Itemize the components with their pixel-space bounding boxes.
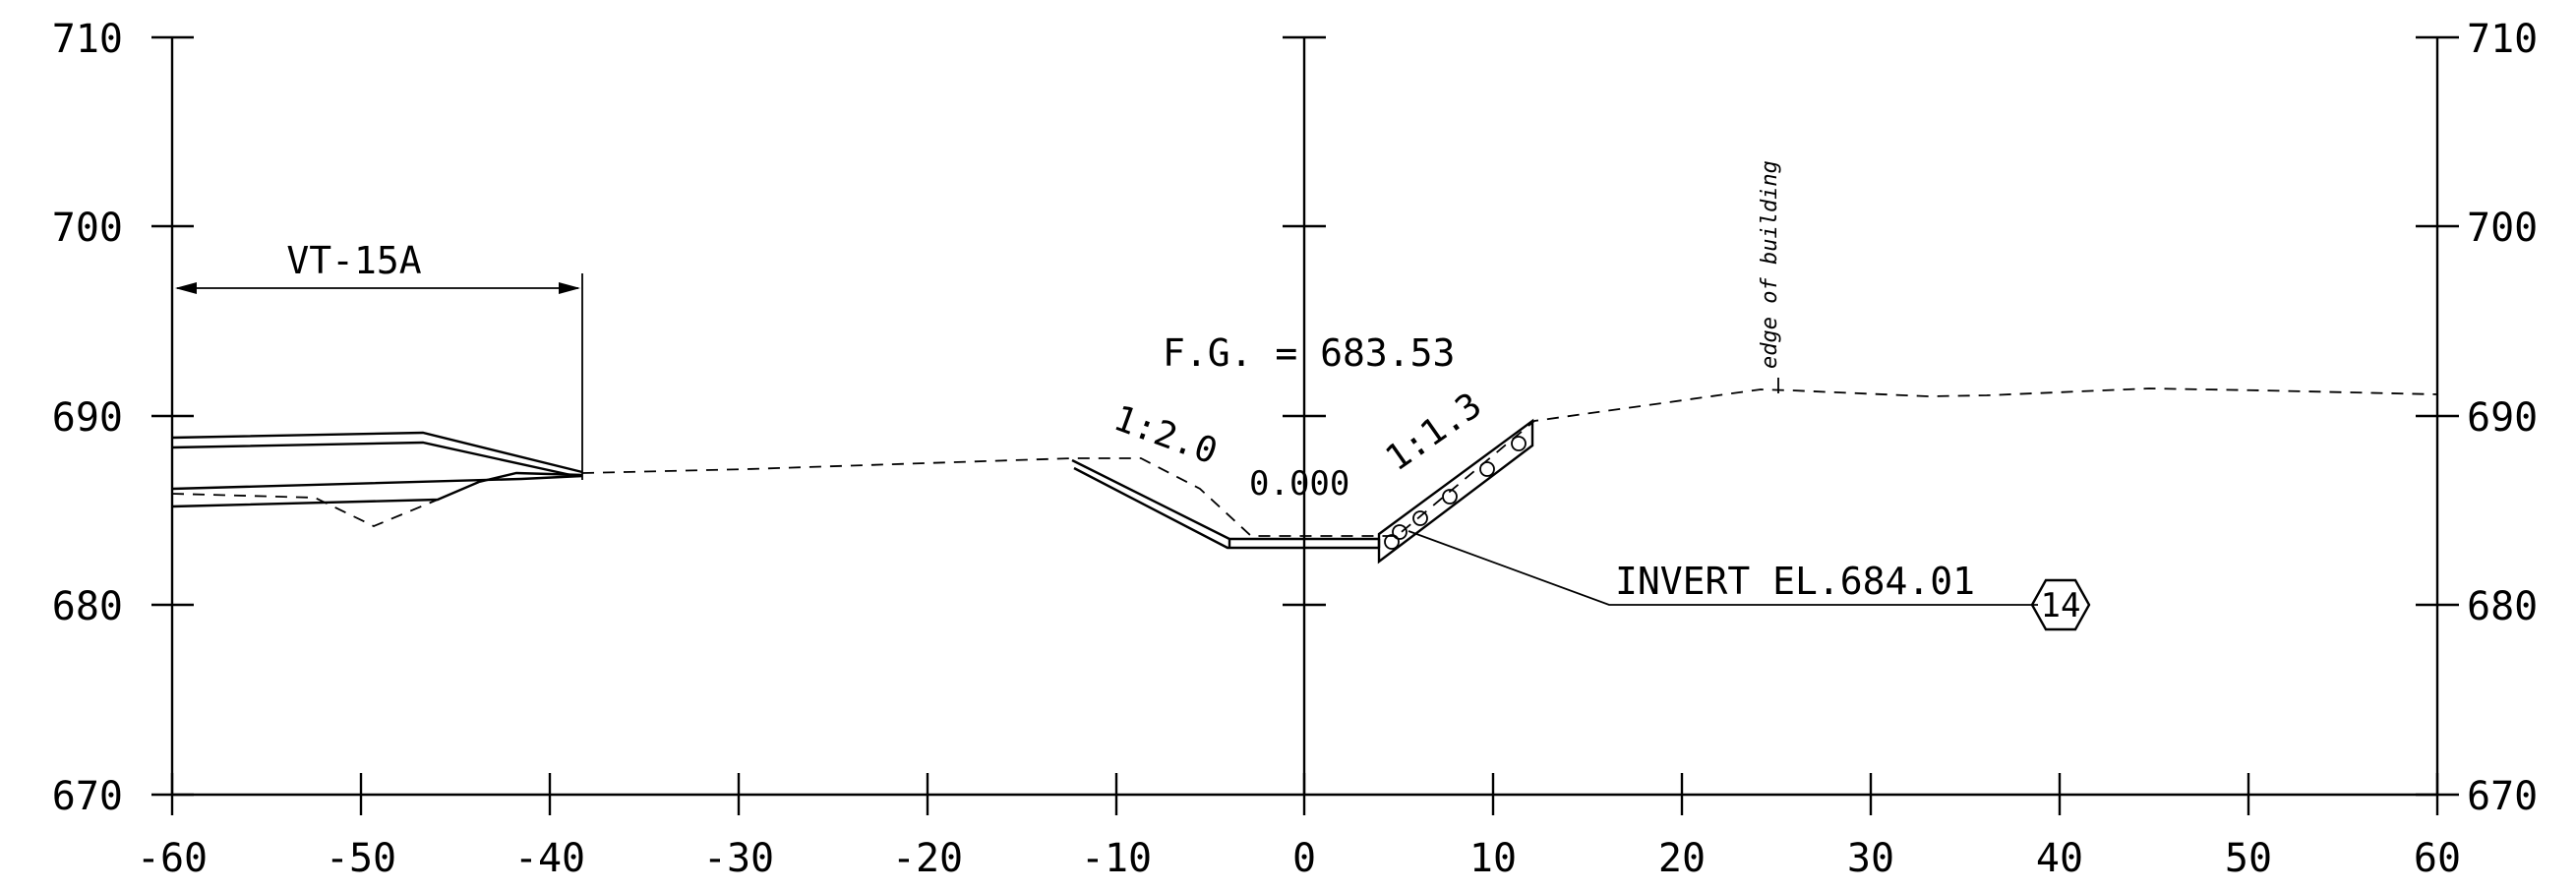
offset-labels: -60 -50 -40 -30 -20 -10 0 10 20 30 40 50… [137,836,2461,881]
riprap-slope [1377,418,1534,565]
building-label: edge of building [1758,160,1782,369]
offset-ticks [170,773,2439,815]
existing-ground-left [171,493,439,527]
subgrade [171,471,583,508]
offset-label: 60 [2414,836,2461,881]
left-elevation-label: 710 [52,17,123,62]
offset-label: -60 [137,836,208,881]
right-elevation-label: 670 [2467,774,2538,819]
right-elevation-label: 690 [2467,395,2538,441]
left-elevation-label: 680 [52,584,123,629]
left-elevation-label: 670 [52,774,123,819]
offset-label: -20 [892,836,963,881]
riprap-stone [1412,510,1428,526]
left-elevation-label: 690 [52,395,123,441]
offset-label: -50 [326,836,396,881]
left-elevation-labels: 710 700 690 680 670 [52,17,123,819]
building-note: edge of building [1758,160,1782,393]
channel-left-slope-inner [1073,466,1379,550]
existing-ground-line [581,387,2438,537]
invert-callout: INVERT EL.684.01 14 [1408,530,2091,631]
pavement-top [171,431,583,474]
roadway-label: VT-15A [286,239,421,282]
offset-label: 10 [1469,836,1517,881]
offset-label: 20 [1658,836,1706,881]
riprap-stone [1479,461,1495,477]
riprap-stones [1384,436,1527,550]
riprap-band [1377,418,1534,565]
finish-grade-label: F.G. = 683.53 [1163,331,1455,375]
centerline-ticks [1283,35,1326,607]
riprap-stone [1384,534,1400,550]
invert-label: INVERT EL.684.01 [1615,560,1975,603]
dimension-arrow-right [559,282,580,294]
offset-label: 50 [2225,836,2272,881]
pavement-base [171,474,583,491]
center-value-label: 0.000 [1249,464,1349,504]
offset-label: 30 [1847,836,1894,881]
roadway-dimension: VT-15A [175,239,583,480]
riprap-stone [1442,489,1458,505]
right-elevation-label: 700 [2467,206,2538,251]
dimension-arrow-left [175,282,197,294]
right-elevation-labels: 710 700 690 680 670 [2467,17,2538,819]
note-tag-number: 14 [2041,586,2081,625]
pavement-top-under [171,441,576,478]
left-slope-label: 1:2.0 [1108,398,1223,473]
offset-label: -30 [703,836,774,881]
note-tag-hexagon [2030,578,2091,631]
right-elevation-label: 680 [2467,584,2538,629]
offset-label: 0 [1292,836,1316,881]
riprap-stone [1392,524,1408,540]
riprap-stone [1511,436,1527,451]
offset-label: -40 [514,836,585,881]
offset-label: -10 [1081,836,1152,881]
right-elevation-label: 710 [2467,17,2538,62]
left-elevation-label: 700 [52,206,123,251]
existing-roadway [171,431,583,527]
invert-leader [1408,530,2038,606]
offset-label: 40 [2036,836,2083,881]
